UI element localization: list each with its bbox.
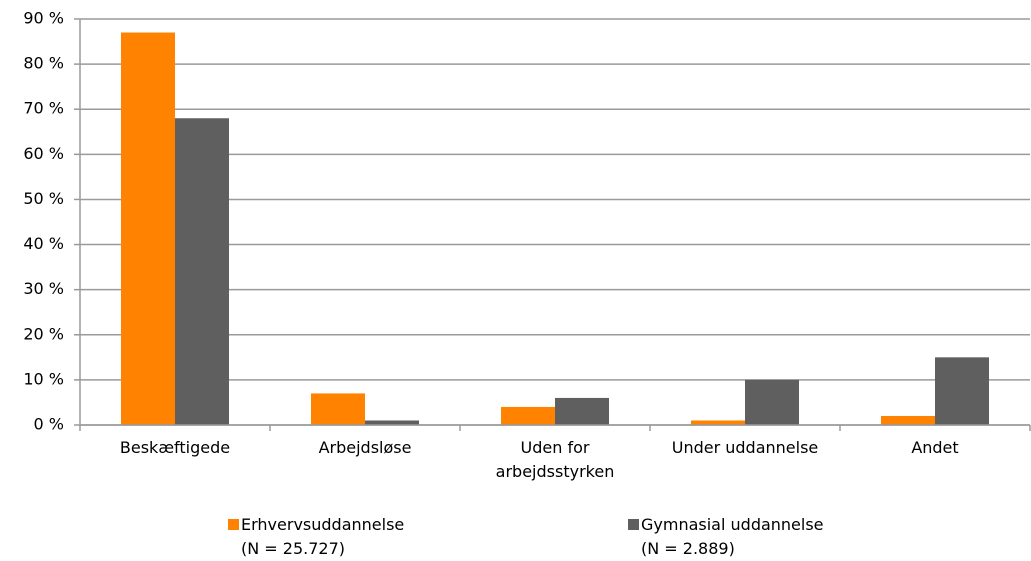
bar — [311, 393, 365, 425]
bar — [121, 32, 175, 426]
y-tick-label: 20 % — [23, 324, 64, 343]
y-tick-label: 50 % — [23, 189, 64, 208]
y-tick-label: 80 % — [23, 54, 64, 73]
bar — [745, 379, 799, 425]
y-tick-label: 0 % — [34, 415, 64, 434]
y-tick-label: 10 % — [23, 369, 64, 388]
bar — [501, 406, 555, 425]
y-tick-label: 40 % — [23, 234, 64, 253]
x-tick-label: Uden for arbejdsstyrken — [495, 438, 615, 481]
bar — [555, 397, 609, 425]
legend-swatch — [628, 519, 639, 530]
bar — [935, 357, 989, 425]
x-tick-label: Andet — [911, 438, 959, 457]
x-tick-label: Arbejdsløse — [318, 438, 412, 457]
bar — [881, 415, 935, 425]
y-tick-label: 70 % — [23, 99, 64, 118]
x-tick-label: Beskæftigede — [119, 438, 231, 457]
y-tick-label: 90 % — [23, 9, 64, 28]
y-tick-label: 60 % — [23, 144, 64, 163]
y-tick-label: 30 % — [23, 279, 64, 298]
legend-label: Gymnasial uddannelse (N = 2.889) — [641, 515, 824, 558]
bar — [691, 420, 745, 425]
bar — [175, 118, 229, 425]
legend-label: Erhvervsuddannelse (N = 25.727) — [241, 515, 405, 558]
legend-swatch — [228, 519, 239, 530]
bar — [365, 420, 419, 425]
x-tick-label: Under uddannelse — [671, 438, 819, 457]
